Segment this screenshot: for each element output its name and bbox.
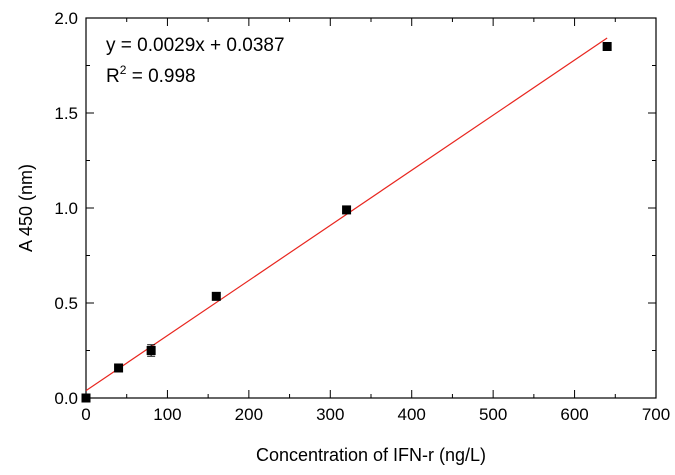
y-tick-label: 0.0: [54, 389, 78, 408]
data-point: [114, 363, 124, 373]
ticks-group: 0 100 200 300 400 500 600 700 0.0 0.5 1.0 1.5 2.0: [54, 9, 670, 424]
x-tick-label: 700: [642, 405, 670, 424]
r2-value: = 0.998: [126, 66, 195, 87]
x-tick-label: 400: [398, 405, 426, 424]
r-squared-annotation: R2 = 0.998: [106, 63, 196, 87]
data-point: [211, 291, 221, 301]
data-point: [602, 42, 612, 51]
x-tick-label: 100: [153, 405, 181, 424]
x-axis-title: Concentration of IFN-r (ng/L): [256, 445, 486, 465]
x-tick-label: 300: [316, 405, 344, 424]
y-tick-label: 0.5: [54, 294, 78, 313]
x-tick-label: 0: [81, 405, 90, 424]
r2-superscript: 2: [120, 63, 127, 77]
x-tick-label: 200: [235, 405, 263, 424]
x-tick-label: 600: [560, 405, 588, 424]
y-tick-label: 1.0: [54, 199, 78, 218]
y-axis-title: A 450 (nm): [16, 164, 36, 252]
r2-base: R: [106, 66, 120, 87]
y-tick-label: 1.5: [54, 104, 78, 123]
regression-equation: y = 0.0029x + 0.0387: [106, 35, 285, 56]
x-tick-label: 500: [479, 405, 507, 424]
data-point: [342, 205, 352, 215]
data-point: [146, 346, 156, 355]
y-tick-label: 2.0: [54, 9, 78, 28]
data-point: [81, 393, 91, 403]
points-group: [81, 42, 612, 403]
